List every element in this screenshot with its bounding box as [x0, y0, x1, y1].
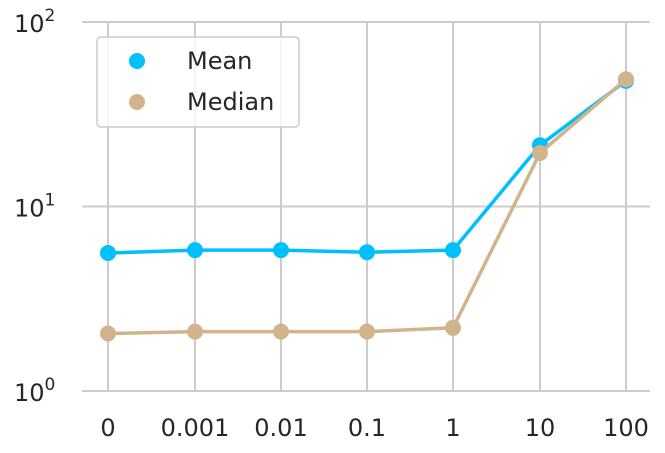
legend: Mean Median [96, 36, 300, 128]
legend-marker-mean [129, 53, 145, 69]
x-tick-label: 1 [445, 414, 460, 442]
legend-label-median: Median [187, 88, 274, 116]
y-tick-labels: 100 101 102 [14, 6, 55, 407]
y-tick-label: 100 [14, 375, 55, 407]
data-point-median [359, 323, 375, 340]
data-point-mean [445, 242, 461, 259]
x-tick-label: 10 [525, 414, 556, 442]
legend-label-mean: Mean [187, 47, 252, 75]
x-tick-label: 0.1 [348, 414, 386, 442]
legend-marker-median [129, 94, 145, 110]
x-tick-labels: 0 0.001 0.01 0.1 1 10 100 [100, 414, 649, 442]
data-point-median [532, 145, 548, 161]
data-point-median [445, 319, 461, 336]
x-tick-label: 100 [603, 414, 649, 442]
y-tick-label: 102 [14, 6, 55, 38]
data-point-mean [100, 245, 116, 261]
data-point-median [187, 323, 203, 340]
x-tick-label: 0.001 [161, 414, 230, 442]
data-point-median [273, 323, 289, 340]
series-group [100, 71, 634, 342]
legend-box [96, 36, 300, 128]
data-point-median [100, 325, 116, 342]
x-tick-label: 0 [100, 414, 115, 442]
y-tick-label: 101 [14, 191, 55, 223]
data-point-median [618, 71, 634, 88]
data-point-mean [359, 244, 375, 261]
x-tick-label: 0.01 [254, 414, 307, 442]
data-point-mean [273, 242, 289, 259]
data-point-mean [187, 242, 203, 259]
